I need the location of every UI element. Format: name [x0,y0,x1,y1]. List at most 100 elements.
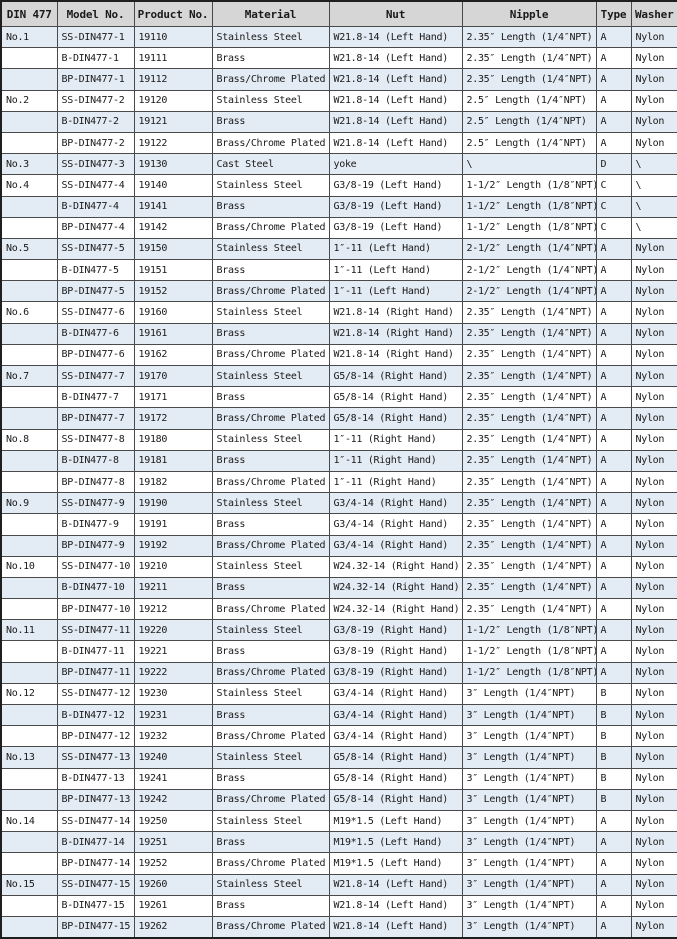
table-row: No.2 SS-DIN477-2 19120 Stainless Steel W21.8… [0,89,677,112]
cell-material: Brass/Chrome Plated [211,343,330,367]
cell-din: No.3 [0,153,58,176]
cell-material: Brass/Chrome Plated [211,915,330,939]
cell-product: 19181 [133,449,213,472]
cell-product: 19121 [133,110,213,133]
table-row: No.3 SS-DIN477-3 19130 Cast Steel yoke \ D \ [0,153,677,176]
cell-nipple: 1-1/2″ Length (1/8″NPT) [461,195,597,218]
cell-nipple: 2.35″ Length (1/4″NPT) [461,576,597,600]
column-header-nipple: Nipple [461,0,597,27]
cell-din [0,915,58,939]
cell-din: No.13 [0,746,58,769]
cell-washer: Nylon [630,746,677,769]
cell-model: B-DIN477-14 [56,831,135,854]
cell-din: No.6 [0,301,58,324]
cell-type: B [595,767,632,790]
cell-product: 19232 [133,725,213,748]
cell-model: BP-DIN477-8 [56,470,135,494]
cell-nut: G3/4-14 (Right Hand) [328,492,463,515]
cell-model: SS-DIN477-11 [56,619,135,642]
table-row: B-DIN477-8 19181 Brass 1″-11 (Right Hand) 2.… [0,449,677,472]
cell-nut: W21.8-14 (Right Hand) [328,301,463,324]
cell-nut: 1″-11 (Left Hand) [328,280,463,303]
cell-type: A [595,237,632,261]
cell-din [0,470,58,494]
cell-model: B-DIN477-4 [56,195,135,218]
cell-model: B-DIN477-7 [56,386,135,409]
cell-washer: \ [630,216,677,239]
cell-washer: Nylon [630,767,677,790]
cell-din: No.7 [0,364,58,388]
cell-model: SS-DIN477-14 [56,809,135,833]
cell-din [0,661,58,684]
cell-din [0,534,58,557]
table-row: BP-DIN477-8 19182 Brass/Chrome Plated 1″-11… [0,470,677,494]
cell-nipple: 3″ Length (1/4″NPT) [461,852,597,875]
cell-type: A [595,131,632,155]
table-header-row: DIN 477 Model No. Product No. Material N… [0,0,677,27]
cell-product: 19242 [133,788,213,811]
cell-washer: Nylon [630,640,677,663]
table-row: No.4 SS-DIN477-4 19140 Stainless Steel G3/8-… [0,174,677,197]
cell-model: SS-DIN477-3 [56,153,135,176]
cell-nipple: 1-1/2″ Length (1/8″NPT) [461,640,597,663]
cell-model: BP-DIN477-12 [56,725,135,748]
cell-material: Brass [211,640,330,663]
cell-washer: Nylon [630,25,677,49]
cell-material: Brass/Chrome Plated [211,598,330,621]
cell-type: A [595,25,632,49]
cell-nipple: 3″ Length (1/4″NPT) [461,767,597,790]
cell-nut: yoke [328,153,463,176]
cell-type: A [595,364,632,388]
cell-nut: G5/8-14 (Right Hand) [328,407,463,430]
cell-nipple: 2.5″ Length (1/4″NPT) [461,131,597,155]
cell-washer: Nylon [630,131,677,155]
cell-din [0,788,58,811]
cell-model: B-DIN477-2 [56,110,135,133]
table-row: BP-DIN477-5 19152 Brass/Chrome Plated 1″-11… [0,280,677,303]
cell-nut: W21.8-14 (Left Hand) [328,89,463,112]
cell-type: B [595,788,632,811]
cell-washer: Nylon [630,788,677,811]
cell-material: Brass [211,110,330,133]
column-header-model-no: Model No. [56,0,135,27]
cell-nipple: 3″ Length (1/4″NPT) [461,682,597,706]
cell-type: A [595,852,632,875]
cell-material: Brass [211,831,330,854]
cell-din: No.9 [0,492,58,515]
cell-washer: Nylon [630,237,677,261]
cell-din [0,131,58,155]
cell-washer: Nylon [630,725,677,748]
cell-washer: Nylon [630,598,677,621]
cell-washer: Nylon [630,407,677,430]
table-row: BP-DIN477-14 19252 Brass/Chrome Plated M19*… [0,852,677,875]
cell-material: Brass/Chrome Plated [211,534,330,557]
cell-nut: 1″-11 (Right Hand) [328,470,463,494]
table-row: BP-DIN477-13 19242 Brass/Chrome Plated G5/8… [0,788,677,811]
cell-type: A [595,470,632,494]
cell-washer: Nylon [630,259,677,282]
cell-din [0,47,58,70]
table-row: B-DIN477-11 19221 Brass G3/8-19 (Right Hand… [0,640,677,663]
cell-product: 19141 [133,195,213,218]
cell-type: A [595,280,632,303]
cell-washer: Nylon [630,449,677,472]
cell-material: Brass/Chrome Plated [211,852,330,875]
cell-nut: W21.8-14 (Left Hand) [328,131,463,155]
cell-product: 19122 [133,131,213,155]
cell-type: A [595,89,632,112]
cell-material: Stainless Steel [211,809,330,833]
cell-nipple: 3″ Length (1/4″NPT) [461,703,597,727]
cell-din: No.5 [0,237,58,261]
cell-material: Stainless Steel [211,237,330,261]
cell-washer: Nylon [630,513,677,536]
cell-model: BP-DIN477-5 [56,280,135,303]
cell-product: 19261 [133,894,213,917]
cell-din [0,280,58,303]
cell-product: 19250 [133,809,213,833]
cell-din [0,195,58,218]
table-row: B-DIN477-9 19191 Brass G3/4-14 (Right Hand)… [0,513,677,536]
cell-nipple: 3″ Length (1/4″NPT) [461,725,597,748]
cell-material: Brass [211,449,330,472]
cell-type: A [595,322,632,345]
cell-product: 19142 [133,216,213,239]
